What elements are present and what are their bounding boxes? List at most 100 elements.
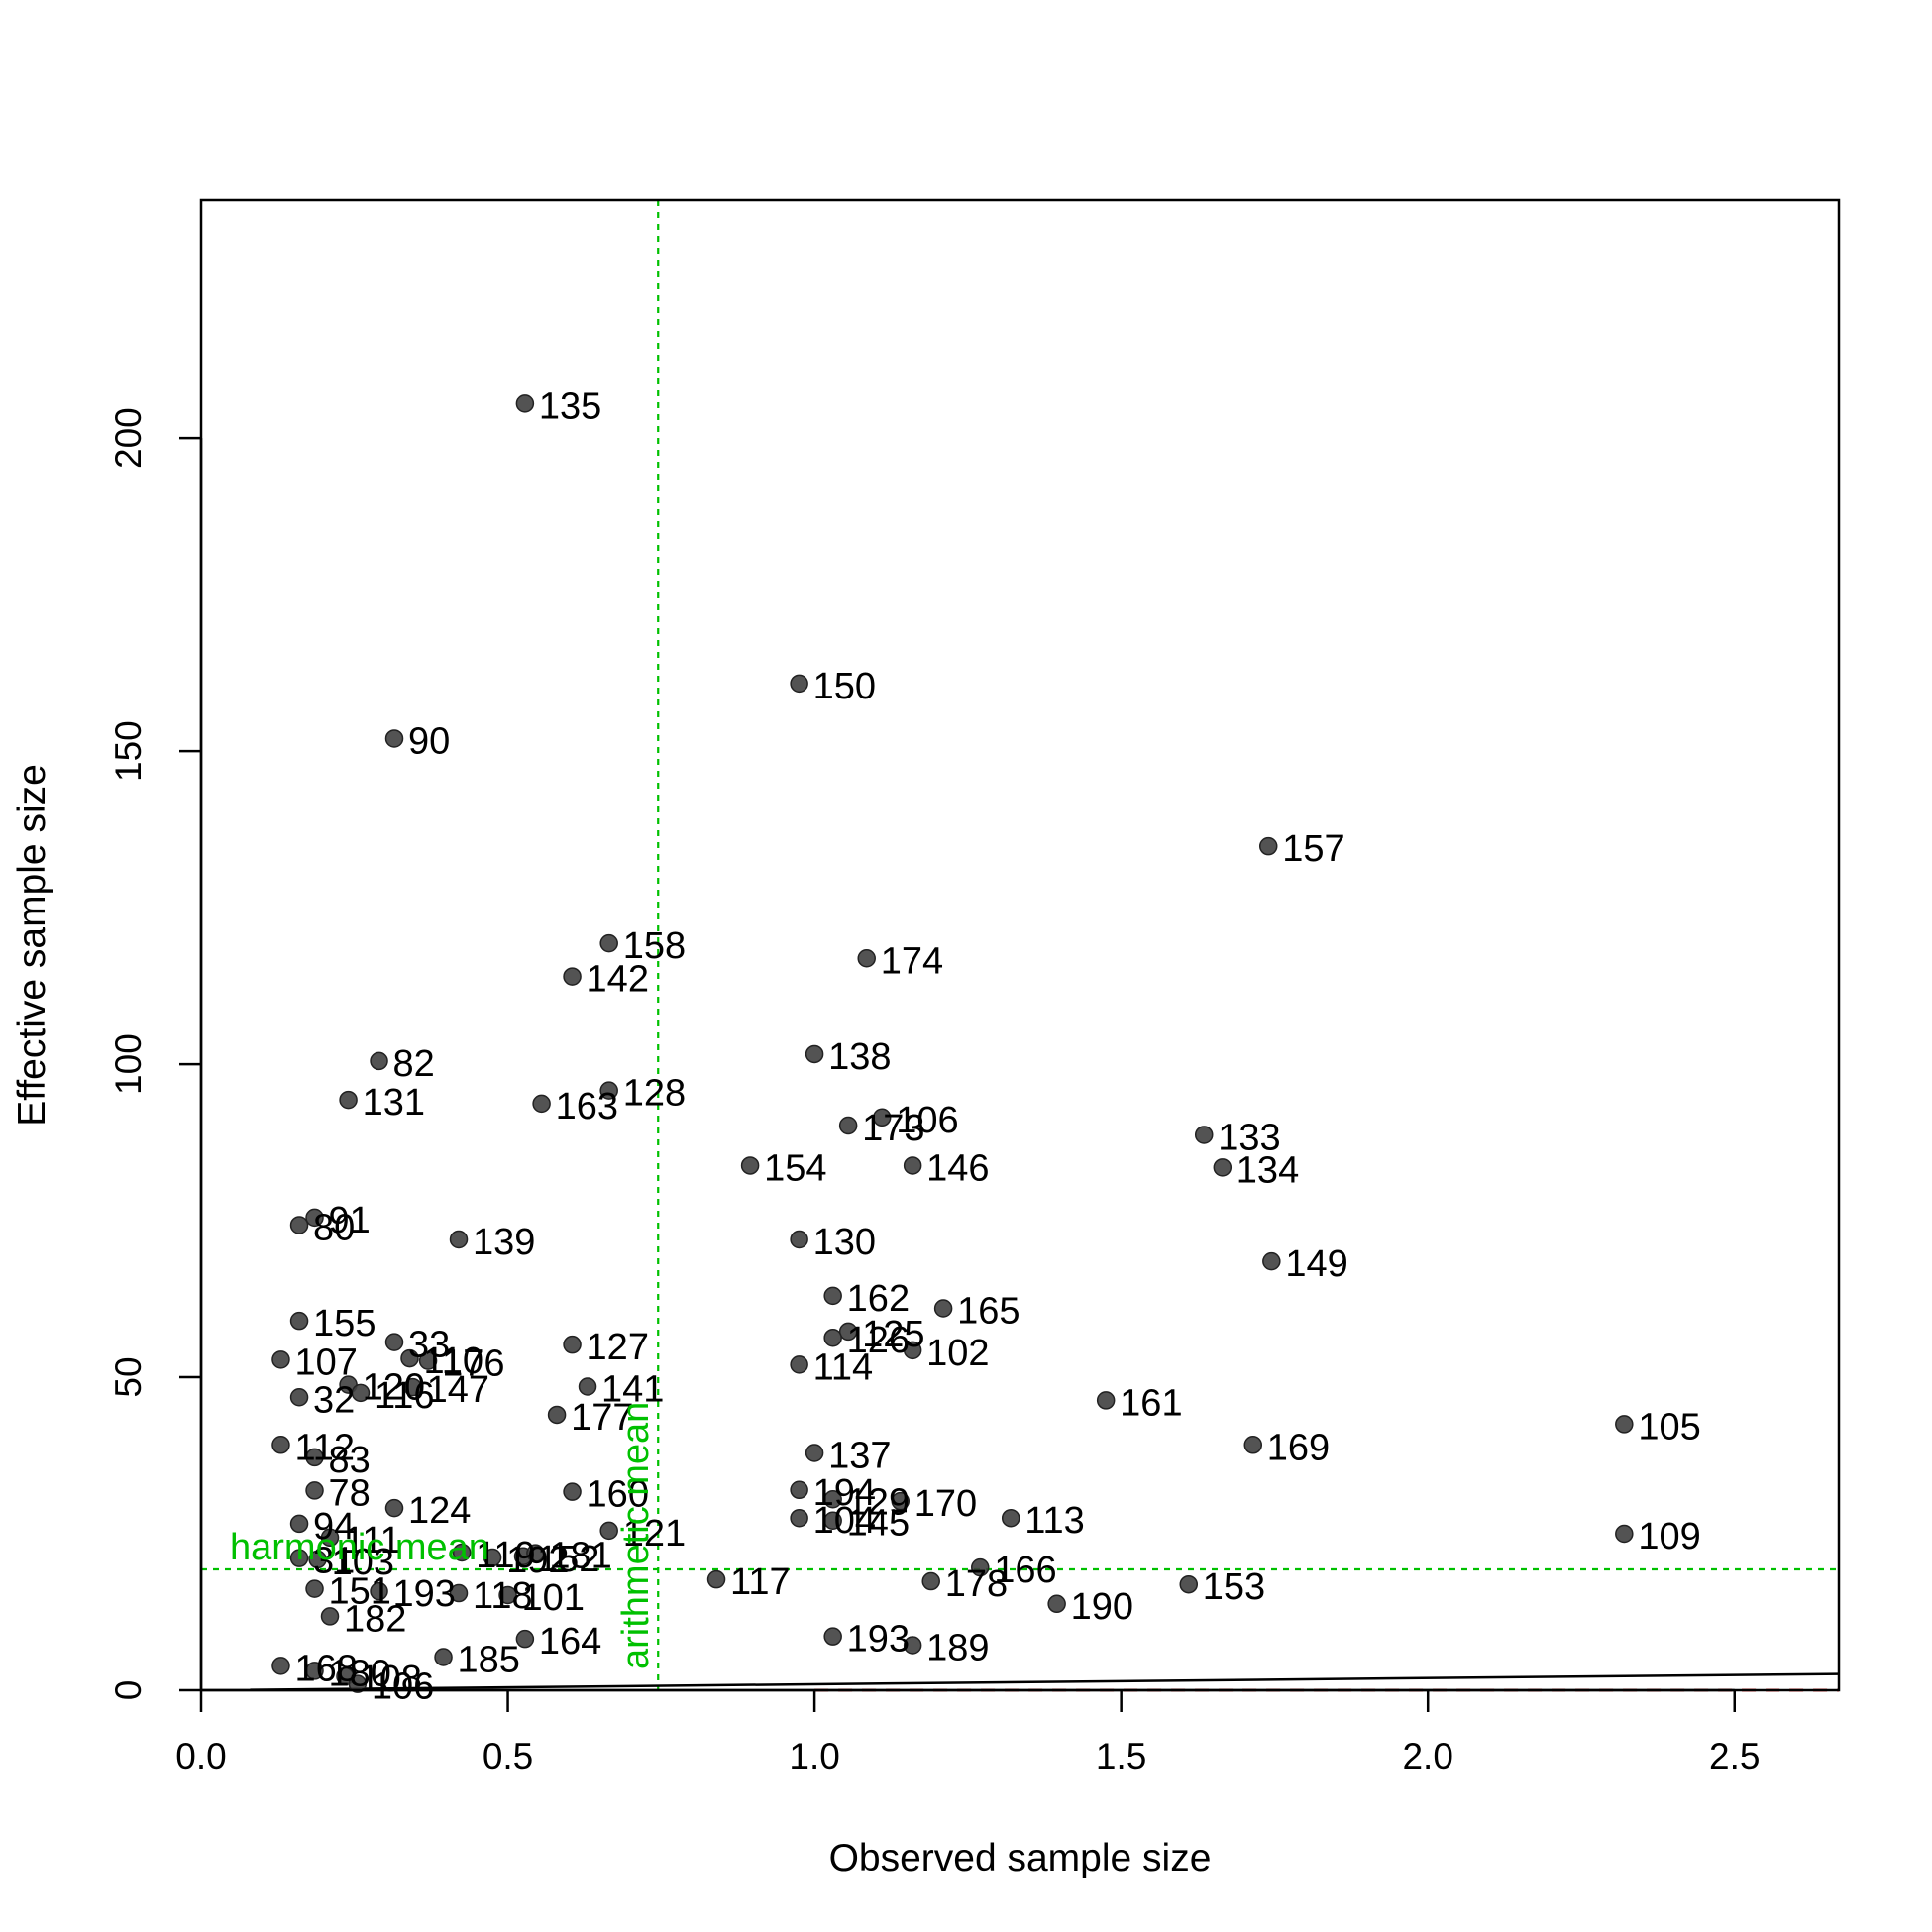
- data-point: [971, 1557, 990, 1577]
- points-layer: [271, 394, 1634, 1693]
- data-point: [289, 1549, 309, 1567]
- data-point: [289, 1514, 309, 1534]
- solid-trend-line: [250, 1672, 1840, 1691]
- data-point: [370, 1051, 388, 1071]
- data-point: [1615, 1415, 1634, 1434]
- data-point: [1179, 1574, 1199, 1594]
- data-point: [790, 1230, 808, 1249]
- data-point: [823, 1490, 842, 1509]
- data-point-label: 108: [359, 1659, 421, 1700]
- y-axis: 0 50 100 150 200: [108, 407, 203, 1701]
- data-point: [418, 1351, 438, 1370]
- data-point-label: 116: [375, 1375, 435, 1417]
- data-point: [305, 1448, 324, 1467]
- data-point-label: 120: [363, 1367, 425, 1409]
- data-point: [706, 1569, 726, 1589]
- data-point: [308, 1550, 327, 1569]
- x-tick-label: 0.0: [175, 1736, 226, 1776]
- data-point-label: 153: [1203, 1566, 1265, 1608]
- y-tick-label: 150: [108, 720, 149, 782]
- data-point: [805, 1444, 824, 1462]
- data-point-label: 127: [587, 1327, 649, 1368]
- data-point-label: 174: [881, 940, 943, 982]
- data-point-label: 193: [847, 1619, 910, 1661]
- data-point-label: 147: [427, 1369, 489, 1411]
- data-point: [452, 1543, 472, 1562]
- data-point-label: 91: [329, 1200, 371, 1241]
- data-point-label: 111: [344, 1520, 401, 1561]
- data-point-label: 105: [1638, 1406, 1700, 1448]
- data-point-label: 146: [926, 1147, 989, 1189]
- data-point-label: 170: [914, 1483, 977, 1525]
- data-point: [933, 1299, 953, 1318]
- data-point: [563, 967, 582, 986]
- arithmetic-mean-label: arithmetic mean: [615, 1402, 657, 1669]
- data-point-label: 138: [828, 1036, 891, 1078]
- data-point-label: 164: [539, 1621, 601, 1663]
- data-point: [289, 1216, 309, 1234]
- data-point-label: 106: [372, 1666, 434, 1708]
- x-tick-label: 2.5: [1709, 1736, 1760, 1776]
- data-point-label: 158: [623, 925, 686, 967]
- data-point-label: 176: [442, 1343, 504, 1385]
- data-point-label: 90: [408, 720, 450, 762]
- data-point-label: 194: [813, 1472, 876, 1514]
- x-tick-label: 1.0: [789, 1736, 839, 1776]
- x-tick-label: 0.5: [483, 1736, 533, 1776]
- y-tick-label: 0: [108, 1680, 149, 1701]
- data-point: [400, 1348, 419, 1368]
- data-point-label: 112: [294, 1427, 355, 1468]
- data-point: [370, 1581, 388, 1601]
- reference-lines: [201, 200, 1839, 1690]
- data-point: [563, 1335, 582, 1354]
- data-point-label: 33: [408, 1325, 450, 1366]
- data-point-label: 104: [813, 1500, 876, 1542]
- data-point-label: 114: [813, 1346, 874, 1388]
- data-point-label: 145: [847, 1503, 910, 1545]
- data-point: [903, 1341, 922, 1360]
- data-point: [403, 1377, 422, 1397]
- data-point: [599, 1521, 618, 1541]
- data-point-label: 32: [313, 1379, 355, 1421]
- data-point: [790, 1508, 808, 1528]
- x-tick-label: 2.0: [1402, 1736, 1452, 1776]
- data-point-label: 141: [601, 1369, 664, 1411]
- data-point: [483, 1548, 502, 1567]
- reference-labels: arithmetic mean harmonic mean: [230, 1402, 657, 1669]
- data-point: [498, 1585, 517, 1605]
- data-point-label: 131: [363, 1082, 425, 1124]
- data-point-label: 165: [957, 1291, 1020, 1333]
- data-point: [348, 1674, 368, 1693]
- y-axis-title: Effective sample size: [11, 764, 54, 1127]
- data-point-label: 154: [764, 1147, 826, 1189]
- data-point-label: 178: [945, 1563, 1008, 1605]
- data-point-label: 177: [571, 1397, 633, 1439]
- data-point: [1243, 1436, 1263, 1454]
- y-tick-label: 50: [108, 1356, 149, 1397]
- data-point: [1001, 1508, 1020, 1528]
- data-point: [526, 1544, 545, 1562]
- data-point: [1262, 1251, 1281, 1271]
- data-point-label: 135: [539, 385, 601, 427]
- plot-frame: [199, 198, 1841, 1692]
- data-point-label: 31: [313, 1541, 355, 1582]
- data-point: [1096, 1391, 1116, 1410]
- data-point-label: 193: [393, 1573, 456, 1615]
- data-point-label: 119: [476, 1535, 536, 1576]
- data-point: [547, 1405, 567, 1425]
- data-point-label: 181: [549, 1536, 611, 1577]
- data-point-label: 169: [1267, 1427, 1330, 1468]
- data-point: [449, 1583, 469, 1603]
- data-point-label: 102: [926, 1333, 989, 1374]
- data-point-label: 139: [473, 1222, 535, 1263]
- data-point-label: 130: [813, 1222, 876, 1263]
- data-point: [271, 1657, 290, 1675]
- data-point-label: 109: [1638, 1516, 1700, 1557]
- data-point: [305, 1208, 324, 1228]
- data-point: [339, 1090, 358, 1110]
- data-point: [1258, 836, 1278, 856]
- data-point: [305, 1579, 324, 1598]
- data-point: [515, 394, 535, 413]
- data-point: [305, 1662, 324, 1680]
- data-point-label: 134: [1236, 1149, 1299, 1191]
